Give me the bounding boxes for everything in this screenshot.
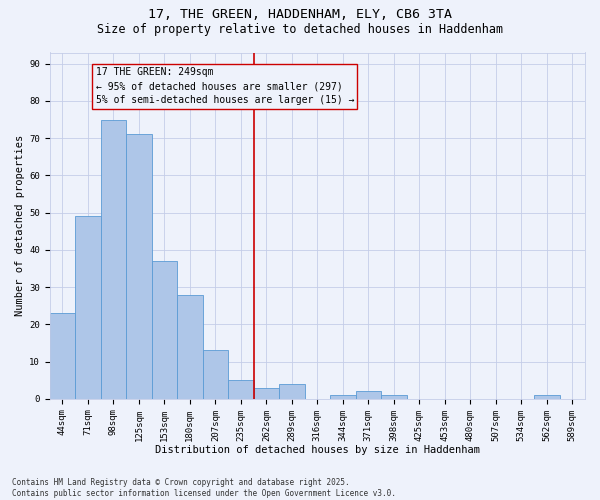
Bar xyxy=(152,261,177,399)
Bar xyxy=(534,395,560,399)
Bar xyxy=(279,384,305,399)
Bar xyxy=(356,392,381,399)
Bar xyxy=(203,350,228,399)
Bar xyxy=(254,388,279,399)
Text: Size of property relative to detached houses in Haddenham: Size of property relative to detached ho… xyxy=(97,22,503,36)
Bar xyxy=(330,395,356,399)
Bar xyxy=(75,216,101,399)
Bar xyxy=(101,120,126,399)
Bar xyxy=(381,395,407,399)
X-axis label: Distribution of detached houses by size in Haddenham: Distribution of detached houses by size … xyxy=(155,445,480,455)
Bar xyxy=(126,134,152,399)
Bar xyxy=(50,313,75,399)
Text: Contains HM Land Registry data © Crown copyright and database right 2025.
Contai: Contains HM Land Registry data © Crown c… xyxy=(12,478,396,498)
Bar xyxy=(177,294,203,399)
Bar xyxy=(228,380,254,399)
Text: 17 THE GREEN: 249sqm
← 95% of detached houses are smaller (297)
5% of semi-detac: 17 THE GREEN: 249sqm ← 95% of detached h… xyxy=(95,68,354,106)
Y-axis label: Number of detached properties: Number of detached properties xyxy=(15,135,25,316)
Text: 17, THE GREEN, HADDENHAM, ELY, CB6 3TA: 17, THE GREEN, HADDENHAM, ELY, CB6 3TA xyxy=(148,8,452,20)
